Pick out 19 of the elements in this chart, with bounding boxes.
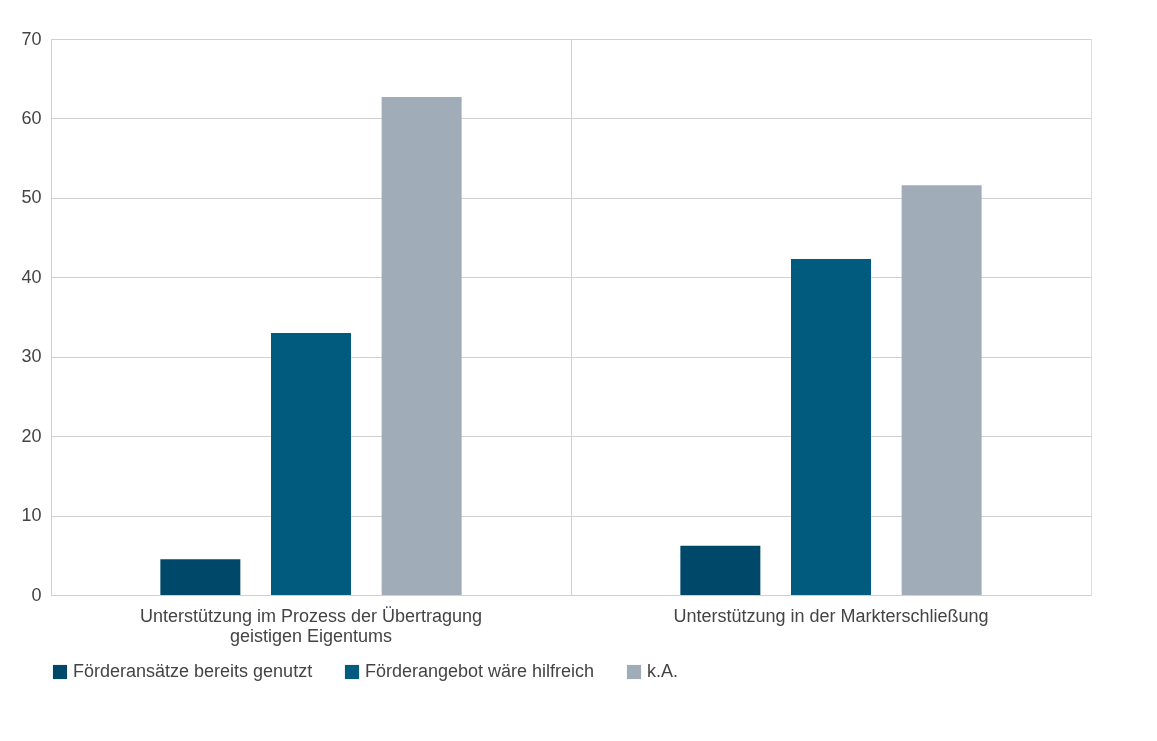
y-tick-label: 60 [21,107,42,128]
y-tick-label: 10 [21,505,42,526]
y-tick-label: 70 [21,28,42,49]
x-tick-label: Unterstützung in der Markterschließung [673,605,989,626]
legend-label: Förderansätze bereits genutzt [73,661,313,681]
legend-label: k.A. [647,661,679,681]
y-tick-label: 30 [21,346,42,367]
x-tick-label: Unterstützung im Prozess der Übertragung geistigen Eigentums [139,605,483,646]
y-tick-label: 0 [31,584,42,605]
y-tick-label: 20 [21,425,42,446]
legend-label: Förderangebot wäre hilfreich [365,661,595,681]
bar [901,185,982,595]
bar [680,545,761,595]
y-tick-label: 50 [21,187,42,208]
y-tick-label: 40 [21,266,42,287]
bar [381,96,462,595]
bar [160,559,241,595]
bar [271,332,351,595]
bar [791,259,871,595]
